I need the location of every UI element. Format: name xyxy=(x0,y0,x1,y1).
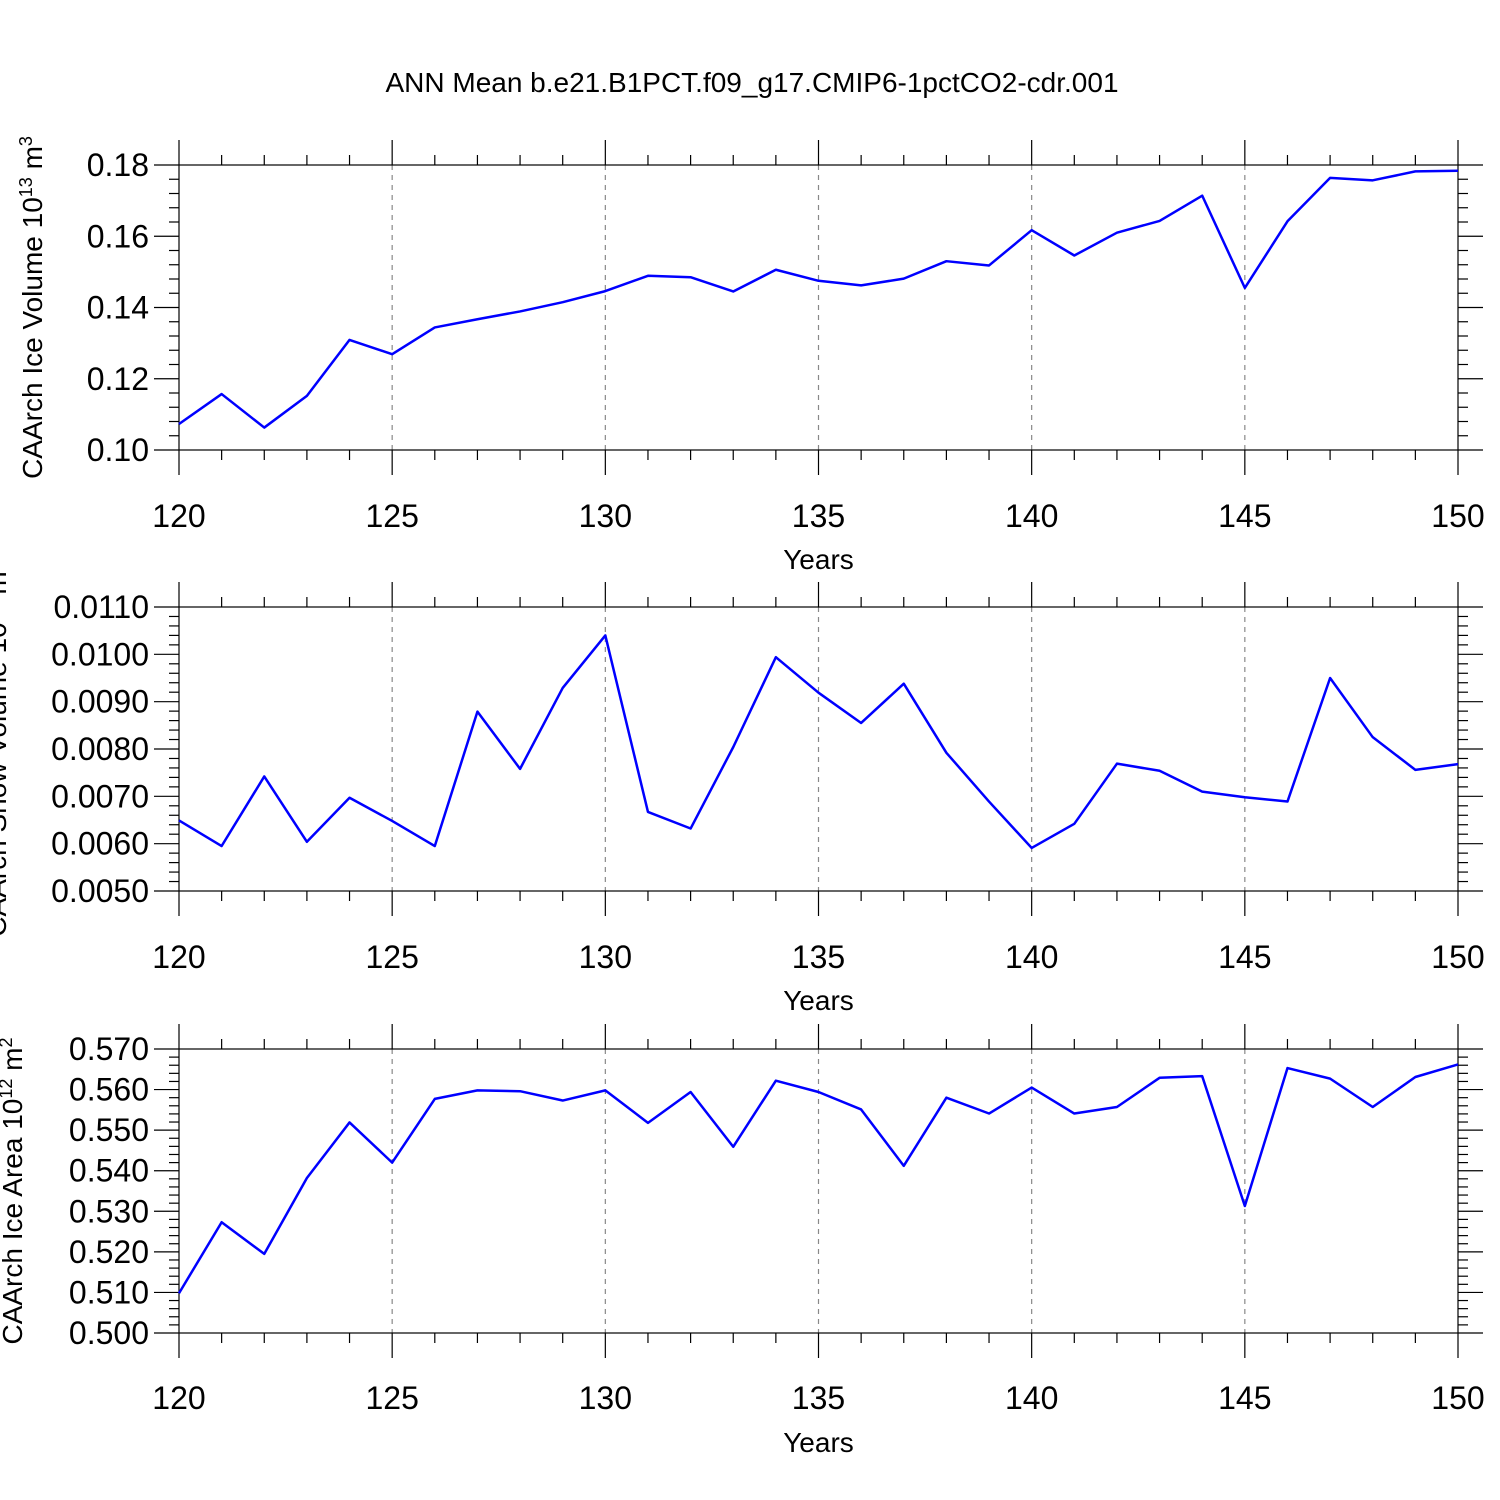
y-axis-title: CAArch Ice Volume 1013 m3 xyxy=(16,136,48,479)
x-tick-label: 150 xyxy=(1431,1380,1484,1416)
y-tick-label: 0.570 xyxy=(69,1031,149,1067)
x-tick-label: 150 xyxy=(1431,498,1484,534)
x-tick-label: 135 xyxy=(792,1380,845,1416)
y-axis-title-part: m xyxy=(17,146,48,177)
y-tick-label: 0.540 xyxy=(69,1153,149,1189)
y-tick-label: 0.0070 xyxy=(51,778,149,814)
plot-frame xyxy=(178,606,1459,892)
y-axis-title-superscript: 2 xyxy=(0,1037,16,1047)
y-tick-label: 0.14 xyxy=(87,290,149,326)
y-tick-label: 0.18 xyxy=(87,147,149,183)
y-tick-label: 0.0050 xyxy=(51,873,149,909)
y-tick-label: 0.500 xyxy=(69,1315,149,1351)
y-tick-label: 0.0110 xyxy=(54,589,150,625)
x-axis-title: Years xyxy=(783,985,854,1016)
x-tick-label: 135 xyxy=(792,939,845,975)
y-tick-label: 0.0090 xyxy=(51,684,149,720)
y-axis-title-superscript: 12 xyxy=(0,1079,16,1099)
x-tick-label: 140 xyxy=(1005,498,1058,534)
x-tick-label: 125 xyxy=(365,939,418,975)
x-tick-label: 120 xyxy=(152,498,205,534)
y-tick-label: 0.560 xyxy=(69,1072,149,1108)
y-axis-title-superscript: 13 xyxy=(16,177,36,197)
x-tick-label: 120 xyxy=(152,1380,205,1416)
x-axis-title: Years xyxy=(783,544,854,575)
y-tick-label: 0.0100 xyxy=(51,636,149,672)
y-tick-label: 0.520 xyxy=(69,1234,149,1270)
y-axis-title-part: CAArch Ice Volume 10 xyxy=(17,197,48,479)
x-tick-label: 150 xyxy=(1431,939,1484,975)
y-axis-title-part: CAArch Snow Volume 10 xyxy=(0,622,12,936)
x-tick-label: 130 xyxy=(579,498,632,534)
panels: 120 125 130 135 140 145 150 0.10 0.12 0.14 0.16 0.1… xyxy=(0,136,1485,1458)
x-tick-label: 130 xyxy=(579,939,632,975)
y-axis-title-superscript: 3 xyxy=(16,136,36,146)
y-axis-title: CAArch Snow Volume 1013 m3 xyxy=(0,561,12,937)
x-tick-label: 135 xyxy=(792,498,845,534)
x-tick-label: 125 xyxy=(365,1380,418,1416)
y-tick-label: 0.0060 xyxy=(51,826,149,862)
figure-title: ANN Mean b.e21.B1PCT.f09_g17.CMIP6-1pctC… xyxy=(385,67,1118,98)
x-tick-label: 145 xyxy=(1218,498,1271,534)
y-axis-title-part: m xyxy=(0,1047,28,1078)
series-line xyxy=(178,634,1459,850)
y-tick-label: 0.530 xyxy=(69,1193,149,1229)
y-tick-label: 0.16 xyxy=(87,218,149,254)
x-tick-label: 145 xyxy=(1218,939,1271,975)
y-tick-label: 0.10 xyxy=(87,432,149,468)
y-tick-label: 0.0080 xyxy=(51,731,149,767)
series-line xyxy=(177,1063,1459,1294)
panel-2: 120 125 130 135 140 145 150 0.0050 0.0060 0.0070 0… xyxy=(0,561,1485,1016)
y-axis-title: CAArch Ice Area 1012 m2 xyxy=(0,1037,28,1344)
x-tick-label: 120 xyxy=(152,939,205,975)
panel-1: 120 125 130 135 140 145 150 0.10 0.12 0.14 0.16 0.1… xyxy=(16,136,1485,575)
y-tick-label: 0.510 xyxy=(69,1274,149,1310)
x-axis-title: Years xyxy=(783,1427,854,1458)
x-tick-label: 140 xyxy=(1005,1380,1058,1416)
x-tick-label: 140 xyxy=(1005,939,1058,975)
y-axis-title-part: CAArch Ice Area 10 xyxy=(0,1099,28,1345)
y-axis-title-part: m xyxy=(0,571,12,602)
x-tick-label: 125 xyxy=(365,498,418,534)
y-tick-label: 0.12 xyxy=(87,361,149,397)
panel-3: 120 125 130 135 140 145 150 0.500 0.510 0.520 0.53… xyxy=(0,1024,1485,1458)
x-tick-label: 145 xyxy=(1218,1380,1271,1416)
series-line xyxy=(178,169,1459,429)
plot-frame xyxy=(178,1048,1459,1334)
plot-frame xyxy=(178,164,1459,451)
x-tick-label: 130 xyxy=(579,1380,632,1416)
y-tick-label: 0.550 xyxy=(69,1112,149,1148)
